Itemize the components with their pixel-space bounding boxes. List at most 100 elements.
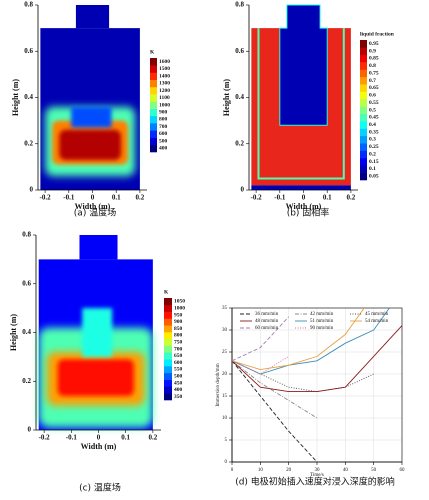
- y-tick-label: 5: [225, 438, 228, 443]
- contour-field: [251, 4, 351, 190]
- series-line: [232, 316, 289, 362]
- colorbar-swatch: [164, 332, 172, 340]
- colorbar-label: 900: [174, 319, 183, 325]
- x-tick-label: -0.1: [274, 194, 286, 202]
- field-bottom: [251, 185, 351, 190]
- colorbar-label: 0.15: [369, 159, 379, 165]
- colorbar-label: 0.5: [369, 107, 376, 113]
- colorbar-swatch: [150, 79, 157, 88]
- colorbar-swatch: [150, 72, 157, 80]
- y-tick-label: 35: [222, 306, 228, 311]
- y-axis-label: Height (m): [222, 79, 231, 116]
- legend-label: 48 mm/min: [255, 319, 279, 324]
- colorbar-label: 0.95: [369, 41, 379, 47]
- x-tick-label: 0: [231, 468, 234, 473]
- colorbar-label: 400: [159, 146, 168, 152]
- colorbar-swatch: [360, 157, 367, 166]
- y-tick-label: 0: [28, 426, 32, 434]
- colorbar-swatch: [164, 372, 172, 380]
- colorbar-swatch: [150, 137, 157, 146]
- field-electrode: [79, 235, 118, 260]
- y-tick-label: 0: [30, 186, 34, 194]
- colorbar-label: 0.2: [369, 151, 376, 157]
- x-tick-label: 0.1: [323, 194, 332, 202]
- x-axis-label: Time/s: [310, 473, 324, 478]
- colorbar-label: 0.9: [369, 48, 376, 54]
- colorbar-label: 1600: [159, 59, 170, 65]
- colorbar-label: 550: [174, 367, 183, 373]
- colorbar-label: 650: [174, 353, 183, 359]
- y-tick-label: 25: [222, 350, 228, 355]
- colorbar-swatch: [360, 172, 367, 181]
- x-tick-label: 0: [91, 194, 95, 202]
- x-tick-label: 0.2: [347, 194, 356, 202]
- x-tick-label: 0.2: [148, 434, 157, 442]
- colorbar-swatch: [360, 113, 367, 122]
- field-solid: [279, 4, 328, 126]
- colorbar-label: 750: [174, 339, 183, 345]
- colorbar-label: 1300: [159, 81, 170, 87]
- series-line: [232, 360, 374, 393]
- colorbar-label: 450: [174, 380, 183, 386]
- colorbar-label: 900: [159, 109, 168, 115]
- colorbar-label: 1400: [159, 73, 170, 79]
- colorbar-swatch: [150, 86, 157, 95]
- colorbar-swatch: [150, 94, 157, 102]
- colorbar-title: K: [164, 289, 169, 295]
- colorbar-swatch: [360, 84, 367, 92]
- colorbar-swatch: [164, 345, 172, 353]
- colorbar-swatch: [360, 121, 367, 129]
- colorbar-swatch: [360, 76, 367, 85]
- colorbar-swatch: [164, 304, 172, 312]
- colorbar-label: 0.8: [369, 63, 376, 69]
- colorbar-swatch: [150, 130, 157, 138]
- colorbar-swatch: [164, 325, 172, 333]
- x-tick-label: 0: [302, 194, 306, 202]
- colorbar-label: 600: [159, 131, 168, 137]
- colorbar-title: liquid fraction: [360, 31, 394, 37]
- caption: (c) 温度场: [79, 482, 121, 494]
- legend-label: 36 mm/min: [255, 312, 279, 317]
- colorbar-label: 700: [159, 124, 168, 130]
- colorbar-swatch: [150, 58, 157, 66]
- colorbar-label: 0.7: [369, 78, 376, 84]
- colorbar-label: 0.55: [369, 100, 379, 106]
- x-tick-label: 30: [315, 468, 321, 473]
- colorbar-swatch: [164, 366, 172, 374]
- y-tick-label: 20: [222, 372, 228, 377]
- y-tick-label: 0.8: [22, 231, 31, 239]
- colorbar-swatch: [360, 98, 367, 107]
- field-core: [57, 359, 134, 396]
- x-axis-label: Width (m): [81, 442, 117, 451]
- x-tick-label: -0.2: [251, 194, 263, 202]
- colorbar-swatch: [360, 135, 367, 144]
- series-line: [232, 308, 390, 375]
- series-line: [232, 308, 365, 371]
- colorbar-label: 0.1: [369, 166, 376, 172]
- x-tick-label: 60: [400, 468, 406, 473]
- colorbar-label: 0.6: [369, 93, 376, 99]
- colorbar-label: 850: [174, 326, 183, 332]
- x-tick-label: 0.2: [136, 194, 145, 202]
- colorbar-label: 400: [174, 387, 183, 393]
- colorbar-swatch: [150, 108, 157, 117]
- colorbar-swatch: [150, 144, 157, 153]
- colorbar-swatch: [360, 62, 367, 70]
- colorbar-swatch: [164, 338, 172, 346]
- colorbar-label: 0.05: [369, 174, 379, 180]
- series-line: [232, 360, 318, 462]
- colorbar-swatch: [360, 47, 367, 56]
- colorbar-swatch: [360, 40, 367, 48]
- colorbar-label: 0.3: [369, 137, 376, 143]
- x-tick-label: 10: [258, 468, 264, 473]
- colorbar-swatch: [360, 165, 367, 173]
- x-tick-label: 40: [343, 468, 349, 473]
- y-tick-label: 0: [241, 186, 245, 194]
- colorbar-swatch: [360, 106, 367, 114]
- x-tick-label: -0.1: [63, 194, 75, 202]
- colorbar-label: 0.35: [369, 129, 379, 135]
- y-axis-label: Height (m): [9, 314, 18, 351]
- colorbar-swatch: [360, 150, 367, 159]
- y-tick-label: 0.6: [24, 47, 33, 55]
- series-line: [232, 325, 402, 393]
